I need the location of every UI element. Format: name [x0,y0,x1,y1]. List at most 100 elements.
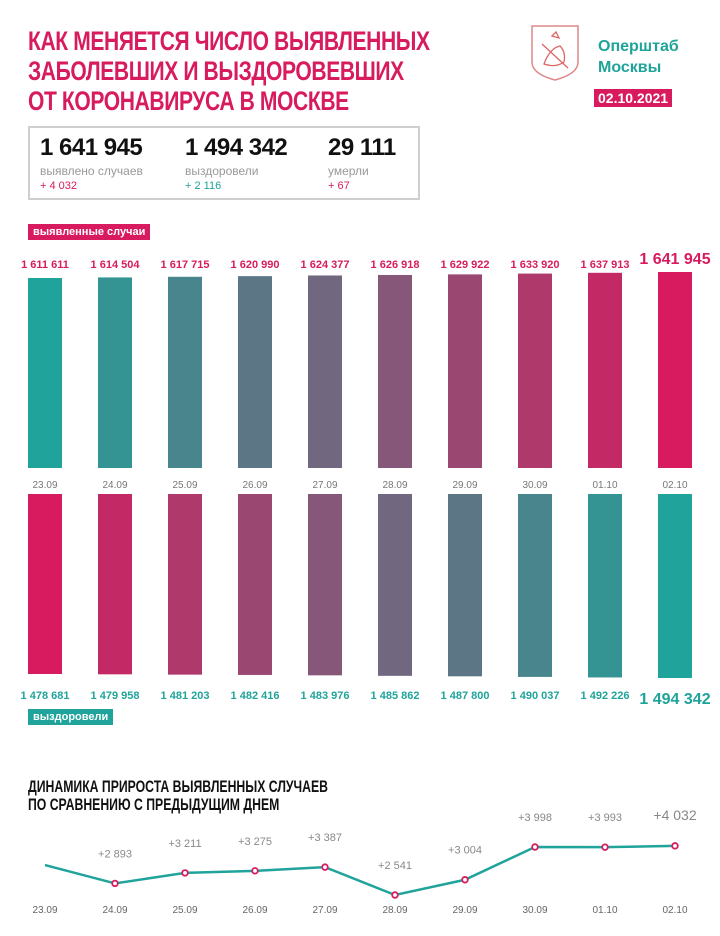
bar-recovered-27.09 [308,494,342,676]
stat-delta: + 2 116 [185,180,222,192]
bar-label-recovered: 1 485 862 [371,690,420,702]
bar-label-recovered: 1 481 203 [161,690,210,702]
x-tick-label: 29.09 [452,480,477,491]
bar-label-recovered: 1 487 800 [441,690,490,702]
data-point-24.09 [111,879,119,888]
bar-label-cases: 1 629 922 [441,259,490,271]
bar-recovered-28.09 [378,494,412,676]
data-label: +4 032 [653,807,696,823]
bar-label-recovered: 1 490 037 [511,690,560,702]
bar-label-recovered: 1 478 681 [21,690,70,702]
bar-charts: 1 611 611 23.09 1 614 504 24.09 1 617 715 25.… [21,251,711,708]
x-tick-label: 02.10 [662,905,687,916]
data-point-29.09 [461,876,469,884]
bar-recovered-29.09 [448,494,482,677]
bar-cases-27.09 [308,275,342,468]
data-label: +2 893 [98,848,132,860]
brand-name: Оперштаб Москвы [598,36,679,78]
bar-cases-23.09 [28,278,62,468]
stat-delta: + 67 [328,180,350,192]
x-tick-label: 02.10 [662,480,687,491]
line-series [44,844,676,897]
data-label: +3 993 [588,812,622,824]
stat-label: выздоровели [185,164,259,178]
bar-recovered-26.09 [238,494,272,675]
bar-cases-01.10 [588,272,622,468]
x-tick-label: 30.09 [522,480,547,491]
stat-label: умерли [328,164,369,178]
stats-box: 1 641 945 выявлено случаев + 4 032 1 494… [28,126,420,200]
bar-label-cases: 1 626 918 [371,259,420,271]
bar-cases-25.09 [168,276,202,468]
bar-label-cases: 1 611 611 [21,259,69,271]
bar-recovered-23.09 [28,494,62,674]
data-point-01.10 [601,843,609,851]
bar-label-cases: 1 620 990 [231,259,280,271]
bar-cases-30.09 [518,273,552,468]
line-chart-title-line: ПО СРАВНЕНИЮ С ПРЕДЫДУЩИМ ДНЕМ [28,795,280,814]
x-tick-label: 25.09 [172,905,197,916]
x-tick-label: 23.09 [32,905,57,916]
page-title: КАК МЕНЯЕТСЯ ЧИСЛО ВЫЯВЛЕННЫХ ЗАБОЛЕВШИХ… [28,26,430,116]
bar-label-recovered: 1 492 226 [581,690,630,702]
bar-recovered-30.09 [518,494,552,677]
data-point-27.09 [321,863,329,871]
legend-cases: выявленные случаи [28,224,151,240]
data-point-02.10 [671,842,679,850]
title-line: ЗАБОЛЕВШИХ И ВЫЗДОРОВЕВШИХ [28,56,404,86]
brand-line: Оперштаб [598,38,679,55]
x-tick-label: 27.09 [312,905,337,916]
x-tick-label: 28.09 [382,480,407,491]
stat-deaths: 29 111 умерли + 67 [328,134,396,192]
data-label: +3 004 [448,845,482,857]
bar-label-cases: 1 614 504 [91,259,141,271]
bar-cases-24.09 [98,277,132,468]
date-badge: 02.10.2021 [594,89,673,107]
title-line: ОТ КОРОНАВИРУСА В МОСКВЕ [28,86,349,116]
data-label: +3 275 [238,836,272,848]
x-tick-label: 26.09 [242,905,267,916]
bar-cases-29.09 [448,274,482,468]
bar-label-recovered: 1 483 976 [301,690,350,702]
x-tick-label: 30.09 [522,905,547,916]
x-tick-label: 24.09 [102,905,127,916]
data-point-26.09 [251,867,259,875]
stat-value: 1 641 945 [40,134,143,161]
data-label: +2 541 [378,860,412,872]
bar-label-recovered: 1 482 416 [231,690,280,702]
x-tick-label: 01.10 [592,905,617,916]
x-tick-label: 24.09 [102,480,127,491]
moscow-coat-of-arms-icon [531,25,579,81]
x-tick-label: 26.09 [242,480,267,491]
x-tick-label: 28.09 [382,905,407,916]
stat-delta: + 4 032 [40,180,78,192]
bar-recovered-24.09 [98,494,132,675]
bar-recovered-01.10 [588,494,622,678]
stat-label: выявлено случаев [40,164,143,178]
bar-recovered-25.09 [168,494,202,675]
bar-cases-28.09 [378,274,412,468]
data-point-28.09 [391,891,399,899]
stat-value: 1 494 342 [185,134,288,161]
bar-label-recovered: 1 494 342 [639,691,710,708]
legend-recovered: выздоровели [28,709,114,725]
x-tick-label: 01.10 [592,480,617,491]
bar-cases-26.09 [238,276,272,468]
data-point-30.09 [531,843,539,851]
x-tick-label: 29.09 [452,905,477,916]
data-label: +3 211 [168,838,201,850]
data-label: +3 998 [518,812,552,824]
data-label: +3 387 [308,832,342,844]
line-chart-title-line: ДИНАМИКА ПРИРОСТА ВЫЯВЛЕННЫХ СЛУЧАЕВ [28,777,328,796]
data-point-25.09 [181,869,189,877]
stat-value: 29 111 [328,134,396,161]
title-line: КАК МЕНЯЕТСЯ ЧИСЛО ВЫЯВЛЕННЫХ [28,26,430,56]
x-tick-label: 25.09 [172,480,197,491]
bar-label-cases: 1 624 377 [301,259,350,271]
stat-cases: 1 641 945 выявлено случаев + 4 032 [40,134,143,192]
stat-recovered: 1 494 342 выздоровели + 2 116 [185,134,288,192]
x-tick-label: 27.09 [312,480,337,491]
bar-cases-02.10 [658,272,692,468]
